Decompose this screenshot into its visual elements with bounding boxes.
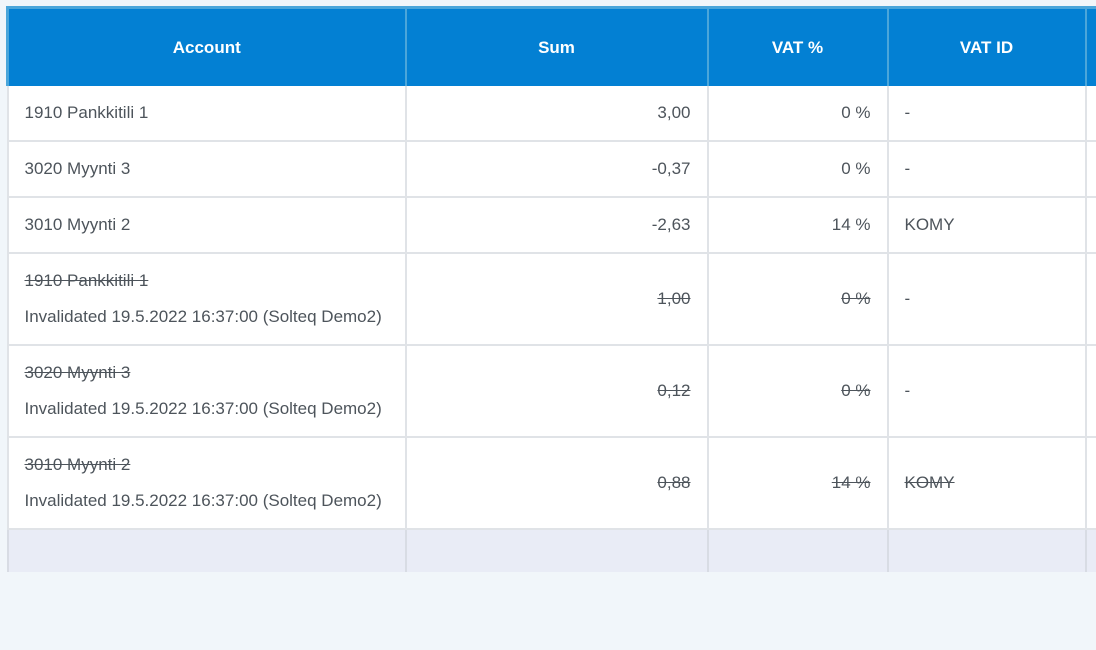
table-row-invalidated: 3020 Myynti 3 Invalidated 19.5.2022 16:3…: [6, 345, 1096, 438]
account-name: 3020 Myynti 3: [24, 159, 131, 178]
table-row-invalidated: 1910 Pankkitili 1 Invalidated 19.5.2022 …: [6, 253, 1096, 346]
sum-cell: -0,37: [405, 141, 709, 198]
header-extra-cutoff: [1085, 6, 1096, 86]
invalidated-note: Invalidated 19.5.2022 16:37:00 (Solteq D…: [24, 399, 382, 418]
footer-extra-cell: [1085, 529, 1096, 572]
extra-cell: [1085, 86, 1096, 142]
footer-row-partial: [6, 529, 1096, 572]
table-row-invalidated: 3010 Myynti 2 Invalidated 19.5.2022 16:3…: [6, 437, 1096, 530]
vat-id-cell: KOMY: [887, 437, 1087, 530]
sum-cell: 0,12: [405, 345, 709, 438]
footer-sum-cell: [405, 529, 709, 572]
account-name: 3010 Myynti 2: [24, 455, 131, 474]
header-vat-percent: VAT %: [707, 6, 889, 86]
vat-percent-cell: 0 %: [707, 253, 889, 346]
sum-value: 0,88: [657, 473, 691, 492]
sum-cell: -2,63: [405, 197, 709, 254]
extra-cell: [1085, 197, 1096, 254]
extra-cell: [1085, 141, 1096, 198]
vat-percent-value: 0 %: [841, 103, 871, 122]
vat-id-cell: KOMY: [887, 197, 1087, 254]
invalidated-note: Invalidated 19.5.2022 16:37:00 (Solteq D…: [24, 491, 382, 510]
vat-percent-cell: 0 %: [707, 345, 889, 438]
account-cell: 3010 Myynti 2 Invalidated 19.5.2022 16:3…: [6, 437, 407, 530]
extra-cell: [1085, 253, 1096, 346]
footer-vat-id-cell: [887, 529, 1087, 572]
account-cell: 3010 Myynti 2: [6, 197, 407, 254]
vat-percent-value: 0 %: [841, 159, 871, 178]
vat-percent-value: 0 %: [841, 289, 871, 308]
account-name: 1910 Pankkitili 1: [24, 103, 149, 122]
vat-id-cell: -: [887, 345, 1087, 438]
account-name: 3020 Myynti 3: [24, 363, 131, 382]
account-cell: 1910 Pankkitili 1 Invalidated 19.5.2022 …: [6, 253, 407, 346]
vat-percent-value: 14 %: [831, 473, 871, 492]
vat-percent-cell: 0 %: [707, 141, 889, 198]
vat-id-value: -: [904, 381, 911, 400]
header-row: Account Sum VAT % VAT ID: [6, 6, 1096, 86]
invalidated-note: Invalidated 19.5.2022 16:37:00 (Solteq D…: [24, 307, 382, 326]
vat-percent-value: 14 %: [831, 215, 871, 234]
extra-cell: [1085, 437, 1096, 530]
sum-cell: 1,00: [405, 253, 709, 346]
voucher-rows-table: Account Sum VAT % VAT ID 1910 Pankkitili…: [6, 6, 1096, 572]
sum-value: -2,63: [651, 215, 691, 234]
account-cell: 3020 Myynti 3 Invalidated 19.5.2022 16:3…: [6, 345, 407, 438]
account-cell: 1910 Pankkitili 1: [6, 86, 407, 142]
footer-account-cell: [6, 529, 407, 572]
vat-percent-cell: 14 %: [707, 437, 889, 530]
vat-id-cell: -: [887, 253, 1087, 346]
vat-id-value: -: [904, 159, 911, 178]
table-body: 1910 Pankkitili 1 3,00 0 % - 3020 Myynti…: [6, 86, 1096, 530]
vat-id-value: -: [904, 103, 911, 122]
account-name: 1910 Pankkitili 1: [24, 271, 149, 290]
header-vat-id: VAT ID: [887, 6, 1087, 86]
sum-value: 3,00: [657, 103, 691, 122]
sum-cell: 0,88: [405, 437, 709, 530]
vat-percent-cell: 0 %: [707, 86, 889, 142]
sum-cell: 3,00: [405, 86, 709, 142]
header-account: Account: [6, 6, 407, 86]
vat-id-cell: -: [887, 86, 1087, 142]
voucher-table-container: Account Sum VAT % VAT ID 1910 Pankkitili…: [6, 6, 1096, 572]
header-sum: Sum: [405, 6, 709, 86]
sum-value: 0,12: [657, 381, 691, 400]
account-name: 3010 Myynti 2: [24, 215, 131, 234]
footer-vat-percent-cell: [707, 529, 889, 572]
table-row: 3020 Myynti 3 -0,37 0 % -: [6, 141, 1096, 198]
vat-percent-cell: 14 %: [707, 197, 889, 254]
table-row: 3010 Myynti 2 -2,63 14 % KOMY: [6, 197, 1096, 254]
sum-value: -0,37: [651, 159, 691, 178]
account-cell: 3020 Myynti 3: [6, 141, 407, 198]
table-footer: [6, 529, 1096, 572]
vat-id-value: -: [904, 289, 911, 308]
table-header: Account Sum VAT % VAT ID: [6, 6, 1096, 86]
extra-cell: [1085, 345, 1096, 438]
vat-id-value: KOMY: [904, 473, 955, 492]
table-row: 1910 Pankkitili 1 3,00 0 % -: [6, 86, 1096, 142]
vat-id-value: KOMY: [904, 215, 955, 234]
vat-id-cell: -: [887, 141, 1087, 198]
sum-value: 1,00: [657, 289, 691, 308]
vat-percent-value: 0 %: [841, 381, 871, 400]
